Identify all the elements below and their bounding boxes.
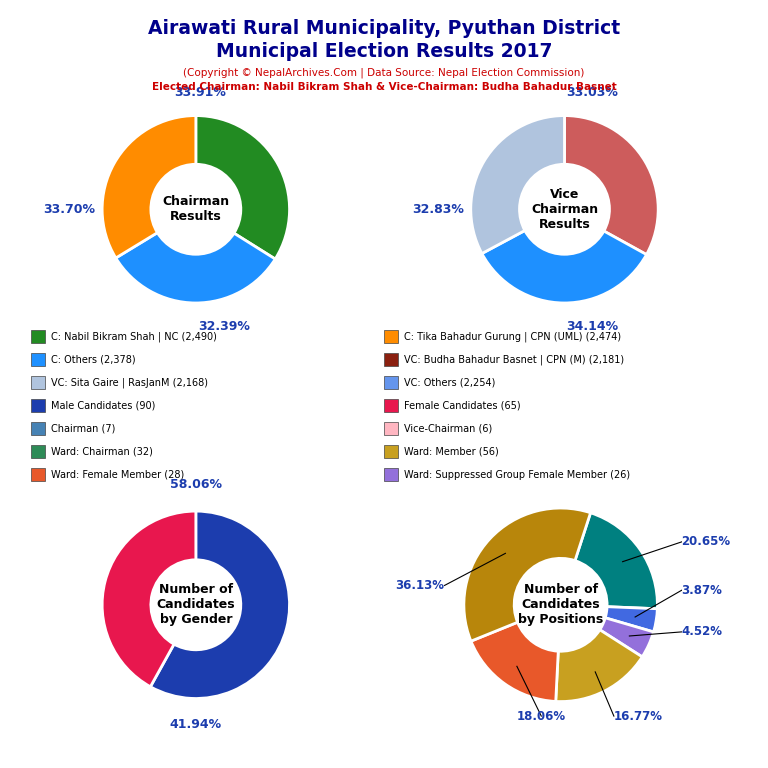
Wedge shape <box>556 630 642 701</box>
Text: 20.65%: 20.65% <box>681 535 730 548</box>
Text: Number of
Candidates
by Gender: Number of Candidates by Gender <box>157 584 235 626</box>
Text: 33.70%: 33.70% <box>43 203 95 216</box>
Text: 4.52%: 4.52% <box>681 625 723 638</box>
Wedge shape <box>116 233 275 303</box>
Text: 34.14%: 34.14% <box>567 320 619 333</box>
Text: Airawati Rural Municipality, Pyuthan District: Airawati Rural Municipality, Pyuthan Dis… <box>148 19 620 38</box>
Text: Vice
Chairman
Results: Vice Chairman Results <box>531 188 598 230</box>
Wedge shape <box>600 617 654 657</box>
Text: Male Candidates (90): Male Candidates (90) <box>51 400 155 411</box>
Text: 58.06%: 58.06% <box>170 478 222 492</box>
Text: Elected Chairman: Nabil Bikram Shah & Vice-Chairman: Budha Bahadur Basnet: Elected Chairman: Nabil Bikram Shah & Vi… <box>151 82 617 92</box>
Text: Ward: Female Member (28): Ward: Female Member (28) <box>51 469 184 480</box>
Text: 32.39%: 32.39% <box>198 320 250 333</box>
Wedge shape <box>564 116 658 254</box>
Wedge shape <box>575 513 657 609</box>
Text: C: Tika Bahadur Gurung | CPN (UML) (2,474): C: Tika Bahadur Gurung | CPN (UML) (2,47… <box>404 331 621 342</box>
Text: Ward: Member (56): Ward: Member (56) <box>404 446 498 457</box>
Text: Vice-Chairman (6): Vice-Chairman (6) <box>404 423 492 434</box>
Text: VC: Budha Bahadur Basnet | CPN (M) (2,181): VC: Budha Bahadur Basnet | CPN (M) (2,18… <box>404 354 624 365</box>
Text: C: Nabil Bikram Shah | NC (2,490): C: Nabil Bikram Shah | NC (2,490) <box>51 331 217 342</box>
Text: Female Candidates (65): Female Candidates (65) <box>404 400 521 411</box>
Text: Ward: Chairman (32): Ward: Chairman (32) <box>51 446 153 457</box>
Text: VC: Sita Gaire | RasJanM (2,168): VC: Sita Gaire | RasJanM (2,168) <box>51 377 207 388</box>
Text: Municipal Election Results 2017: Municipal Election Results 2017 <box>216 42 552 61</box>
Text: 41.94%: 41.94% <box>170 718 222 731</box>
Text: 3.87%: 3.87% <box>681 584 723 597</box>
Text: 33.03%: 33.03% <box>567 86 618 98</box>
Text: 18.06%: 18.06% <box>517 710 566 723</box>
Text: Ward: Suppressed Group Female Member (26): Ward: Suppressed Group Female Member (26… <box>404 469 630 480</box>
Text: 16.77%: 16.77% <box>614 710 663 723</box>
Text: C: Others (2,378): C: Others (2,378) <box>51 354 135 365</box>
Text: (Copyright © NepalArchives.Com | Data Source: Nepal Election Commission): (Copyright © NepalArchives.Com | Data So… <box>184 68 584 78</box>
Wedge shape <box>196 116 290 259</box>
Text: 32.83%: 32.83% <box>412 203 464 216</box>
Wedge shape <box>102 116 196 258</box>
Wedge shape <box>482 230 647 303</box>
Wedge shape <box>471 622 558 701</box>
Text: 33.91%: 33.91% <box>174 86 227 98</box>
Text: 36.13%: 36.13% <box>396 579 445 592</box>
Text: VC: Others (2,254): VC: Others (2,254) <box>404 377 495 388</box>
Wedge shape <box>102 511 196 687</box>
Wedge shape <box>605 607 657 632</box>
Wedge shape <box>464 508 591 641</box>
Text: Chairman (7): Chairman (7) <box>51 423 115 434</box>
Text: Chairman
Results: Chairman Results <box>162 195 230 223</box>
Text: Number of
Candidates
by Positions: Number of Candidates by Positions <box>518 584 604 626</box>
Wedge shape <box>471 116 564 253</box>
Wedge shape <box>151 511 290 698</box>
